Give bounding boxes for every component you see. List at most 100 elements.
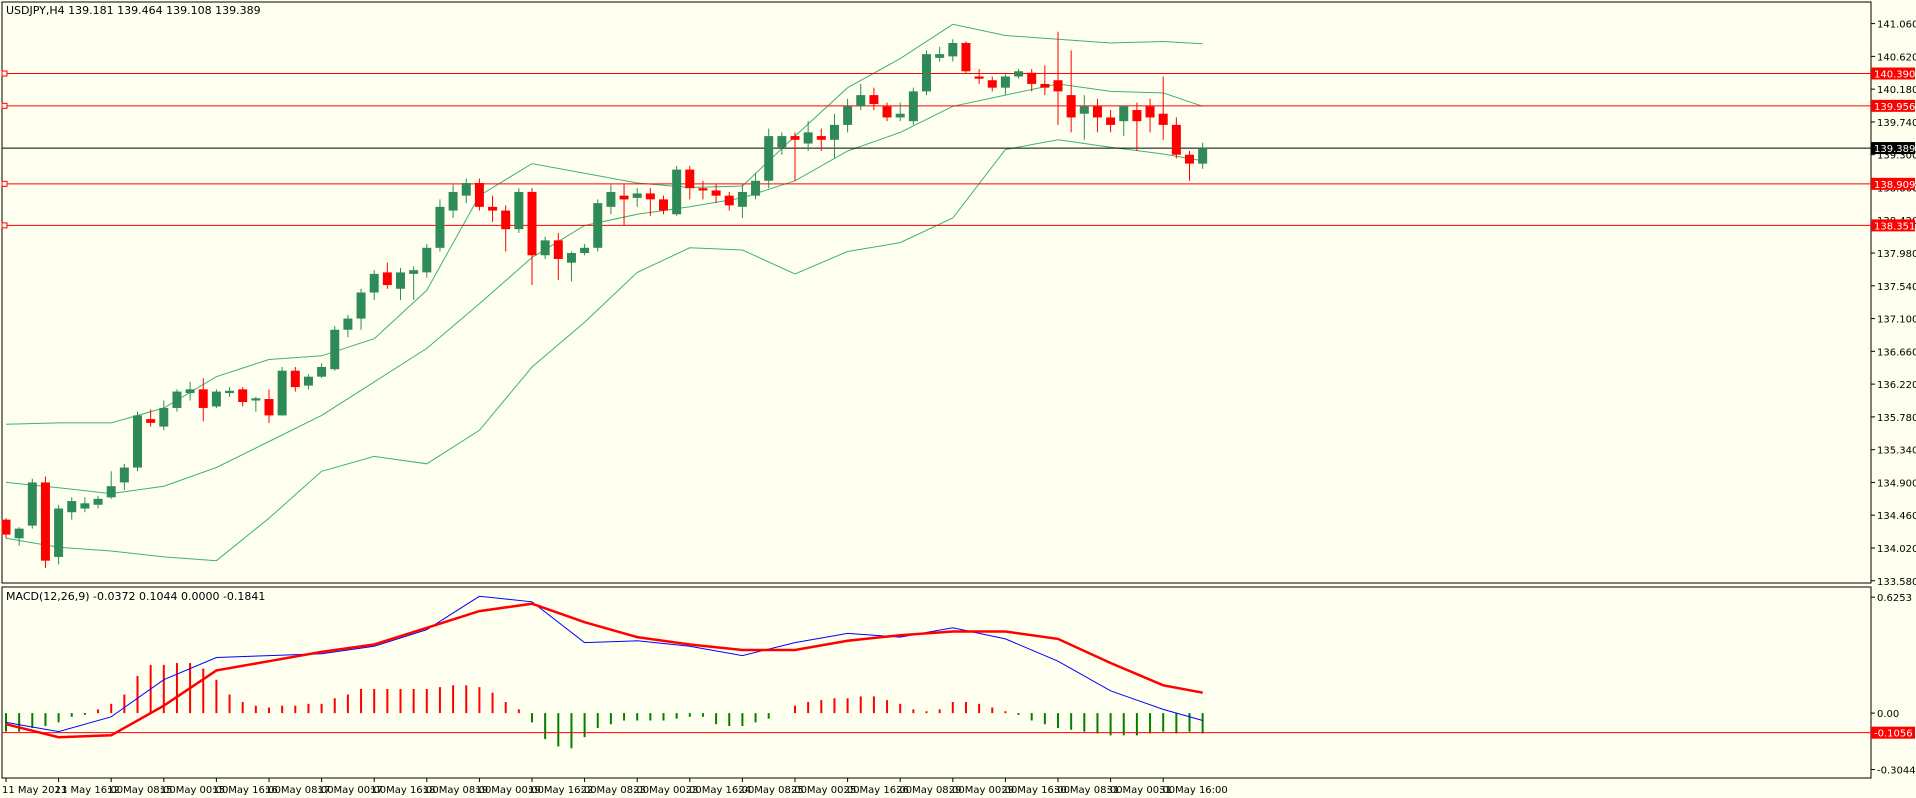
candle-bear [1066,95,1076,118]
candle-bear [40,482,50,561]
candle-bull [422,247,432,273]
macd-pane[interactable] [1,586,1872,779]
time-axis-label: 31 May 16:00 [1159,785,1228,796]
candle-bear [1106,117,1116,125]
candle-bull [330,329,340,370]
candle-bear [382,272,392,286]
macd-level-tag [1871,726,1915,739]
macd-level-label: -0.1056 [1874,729,1913,740]
candle-bull [566,253,576,263]
candle-bear [146,419,156,423]
price-level-label: 138.909 [1874,180,1915,191]
price-axis-tick-label: 134.460 [1877,511,1916,522]
candle-bear [869,95,879,105]
candle-bull [672,169,682,215]
time-axis-label: 19 May 00:00 [475,785,544,796]
time-axis-label: 16 May 08:00 [265,785,334,796]
price-level-tag [1871,67,1915,80]
macd-axis-tick-label: 0.6253 [1877,593,1912,604]
candle-bull [211,391,221,407]
macd-info: MACD(12,26,9) -0.0372 0.1044 0.0000 -0.1… [6,590,265,603]
time-axis-label: 12 May 08:00 [107,785,176,796]
price-axis-tick-label: 136.220 [1877,380,1916,391]
candle-bear [501,210,511,230]
time-axis-label: 24 May 08:00 [738,785,807,796]
price-axis-tick-label: 140.620 [1877,52,1916,63]
price-axis-tick-label: 135.780 [1877,413,1916,424]
candle-bear [974,76,984,79]
candle-bear [1092,106,1102,118]
price-axis-tick-label: 137.100 [1877,315,1916,326]
candle-bear [1185,154,1194,164]
price-axis-tick-label: 134.900 [1877,478,1916,489]
bollinger-middle-line [5,83,1203,495]
candle-bull [1079,106,1089,114]
candle-bull [1198,148,1208,164]
time-axis-label: 17 May 16:00 [370,785,439,796]
candle-bull [448,191,458,211]
candle-bear [685,169,695,189]
time-axis-label: 30 May 08:00 [1054,785,1123,796]
candle-bear [961,42,971,72]
price-axis-tick-label: 141.060 [1877,20,1916,31]
price-pane[interactable] [1,1,1872,584]
candle-bear [238,389,248,402]
price-axis-tick-label: 133.580 [1877,577,1916,588]
time-axis-label: 11 May 2023 [2,785,67,796]
time-axis-label: 15 May 16:00 [212,785,281,796]
candle-bear [1158,113,1168,125]
candle-bull [119,467,129,483]
time-axis-label: 18 May 08:00 [423,785,492,796]
candle-bear [290,370,300,388]
price-axis-tick-label: 135.340 [1877,446,1916,457]
candle-bull [829,124,839,140]
candle-bear [882,106,892,118]
candle-bull [803,132,813,144]
price-level-tag [1871,99,1915,112]
candle-bear [527,191,537,256]
candle-bull [764,136,774,181]
time-axis-label: 22 May 08:00 [581,785,650,796]
bollinger-upper-line [5,23,1203,425]
candle-bull [1119,106,1129,122]
macd-line [5,595,1203,733]
candle-bear [619,195,629,200]
candle-bull [593,203,603,248]
candle-bull [843,106,853,125]
candle-bull [133,415,142,468]
time-axis-label: 25 May 00:00 [791,785,860,796]
time-axis-label: 23 May 16:00 [686,785,755,796]
macd-signal-line [5,602,1203,739]
candle-bull [856,95,866,107]
candle-bull [159,407,169,427]
macd-axis-tick-label: 0.00 [1877,709,1899,720]
candle-bull [369,273,379,293]
candle-bull [777,136,787,148]
time-axis-label: 29 May 00:00 [949,785,1018,796]
candle-bull [1014,71,1024,77]
candle-bull [948,42,958,57]
candle-bull [317,366,327,377]
price-level-handle [1,102,8,109]
candle-bull [251,398,261,401]
candle-bull [396,272,405,289]
candle-bull [1000,76,1010,88]
price-axis-tick-label: 140.180 [1877,85,1916,96]
time-axis-label: 25 May 16:00 [844,785,913,796]
time-axis-label: 23 May 00:00 [633,785,702,796]
candle-bull [514,191,524,230]
candle-bull [737,191,747,207]
macd-pane-frame [1,586,1872,779]
time-axis-label: 15 May 00:00 [160,785,229,796]
candle-bear [488,206,498,211]
candle-bear [1040,83,1050,88]
price-axis-tick-label: 139.740 [1877,118,1916,129]
candle-bear [711,190,721,196]
time-axis-label: 19 May 16:00 [528,785,597,796]
candle-bull [54,508,64,557]
candle-bull [922,54,931,92]
candle-bear [1145,106,1155,118]
price-level-label: 139.956 [1874,102,1915,113]
